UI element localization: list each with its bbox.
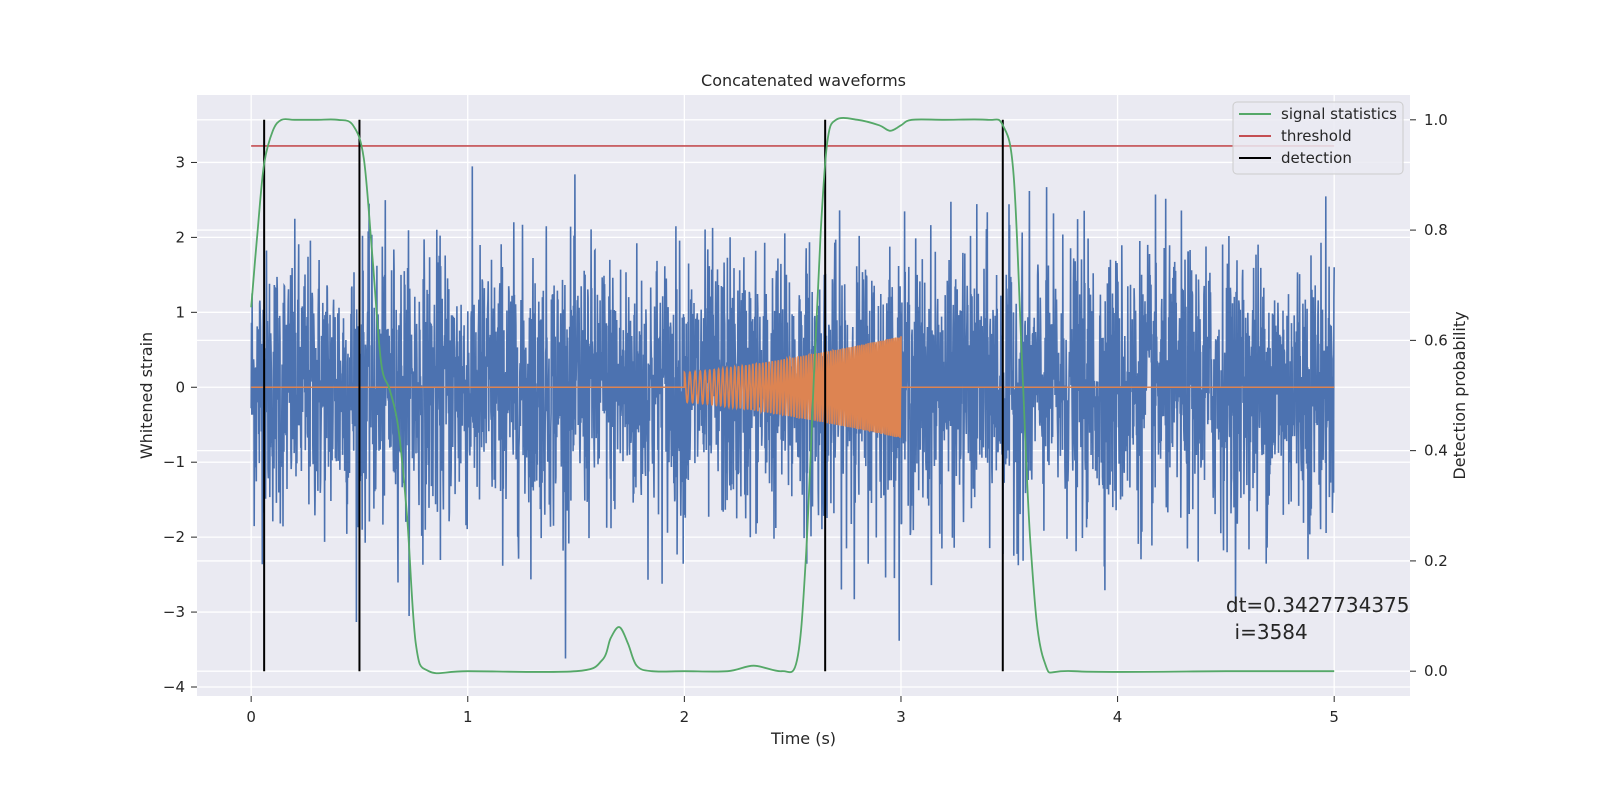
chart-title: Concatenated waveforms <box>701 71 906 90</box>
x-tick-label: 4 <box>1113 708 1123 726</box>
y-right-tick-label: 0.8 <box>1424 221 1448 239</box>
x-tick-label: 0 <box>246 708 256 726</box>
legend-label-statistics: signal statistics <box>1281 105 1397 123</box>
x-tick-label: 2 <box>680 708 690 726</box>
plot-area <box>250 117 1335 675</box>
x-axis-label: Time (s) <box>770 729 836 748</box>
y-axis-right-label: Detection probability <box>1450 311 1469 479</box>
legend-box <box>1232 101 1404 175</box>
annotation-1: i=3584 <box>1235 620 1308 644</box>
x-tick-label: 5 <box>1329 708 1339 726</box>
y-tick-label: −2 <box>163 528 185 546</box>
y-right-tick-label: 1.0 <box>1424 111 1448 129</box>
right-axis: 0.0 0.2 0.4 0.6 0.8 1.0 <box>1410 111 1448 680</box>
grid <box>197 95 1410 696</box>
y-right-tick-label: 0.2 <box>1424 552 1448 570</box>
annotation-0: dt=0.3427734375 <box>1226 593 1410 617</box>
x-tick-label: 3 <box>896 708 906 726</box>
left-axis: −4 −3 −2 −1 0 1 2 3 <box>163 153 197 696</box>
y-tick-label: −4 <box>163 678 185 696</box>
signal-statistics-line <box>250 117 1335 675</box>
x-axis: 0 1 2 3 4 5 <box>246 696 1339 726</box>
annotations: dt=0.3427734375 i=3584 <box>1226 593 1410 644</box>
y-tick-label: −1 <box>163 453 185 471</box>
strain-line <box>250 166 1335 659</box>
y-tick-label: 3 <box>175 153 185 171</box>
y-right-tick-label: 0.6 <box>1424 331 1448 349</box>
y-right-tick-label: 0.0 <box>1424 662 1448 680</box>
legend-label-detection: detection <box>1281 149 1352 167</box>
y-right-tick-label: 0.4 <box>1424 442 1448 460</box>
template-line <box>251 336 1335 438</box>
x-tick-label: 1 <box>463 708 473 726</box>
legend-label-threshold: threshold <box>1281 127 1352 145</box>
y-tick-label: 2 <box>175 228 185 246</box>
legend: signal statistics threshold detection <box>1232 101 1404 175</box>
y-axis-label: Whitened strain <box>137 332 156 459</box>
y-tick-label: 1 <box>175 303 185 321</box>
y-tick-label: −3 <box>163 603 185 621</box>
y-tick-label: 0 <box>175 378 185 396</box>
